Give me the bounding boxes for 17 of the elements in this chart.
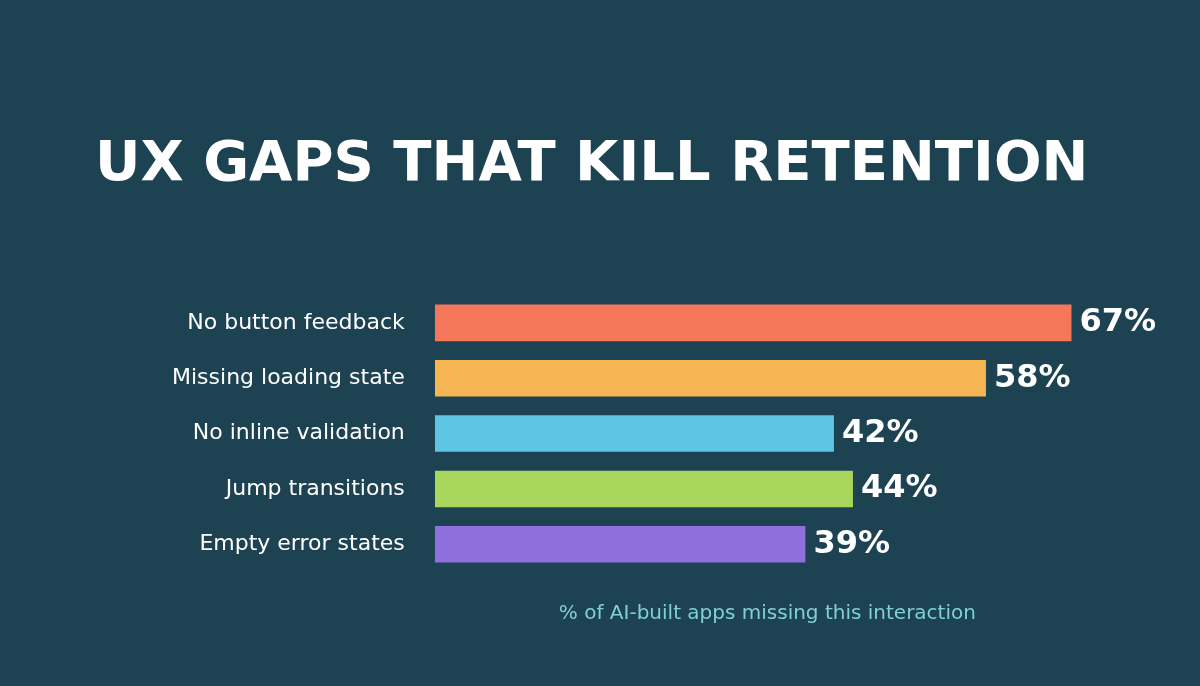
data-label: 67%	[1079, 301, 1157, 340]
bar	[434, 415, 834, 452]
chart-title: UX GAPS THAT KILL RETENTION	[95, 128, 1089, 193]
y-tick-label: Empty error states	[199, 530, 405, 556]
bar	[434, 304, 1072, 342]
bar	[434, 359, 986, 397]
bar	[434, 470, 853, 508]
bar	[434, 526, 806, 563]
y-tick-label: No button feedback	[187, 308, 406, 334]
y-tick-label: Jump transitions	[223, 474, 405, 500]
data-label: 42%	[841, 411, 919, 450]
y-tick-label: Missing loading state	[172, 363, 405, 389]
data-label: 58%	[993, 356, 1071, 395]
y-tick-label: No inline validation	[192, 419, 405, 445]
data-label: 39%	[813, 522, 890, 561]
x-axis-title: % of AI-built apps missing this interaction	[558, 600, 976, 625]
data-label: 44%	[860, 467, 938, 506]
